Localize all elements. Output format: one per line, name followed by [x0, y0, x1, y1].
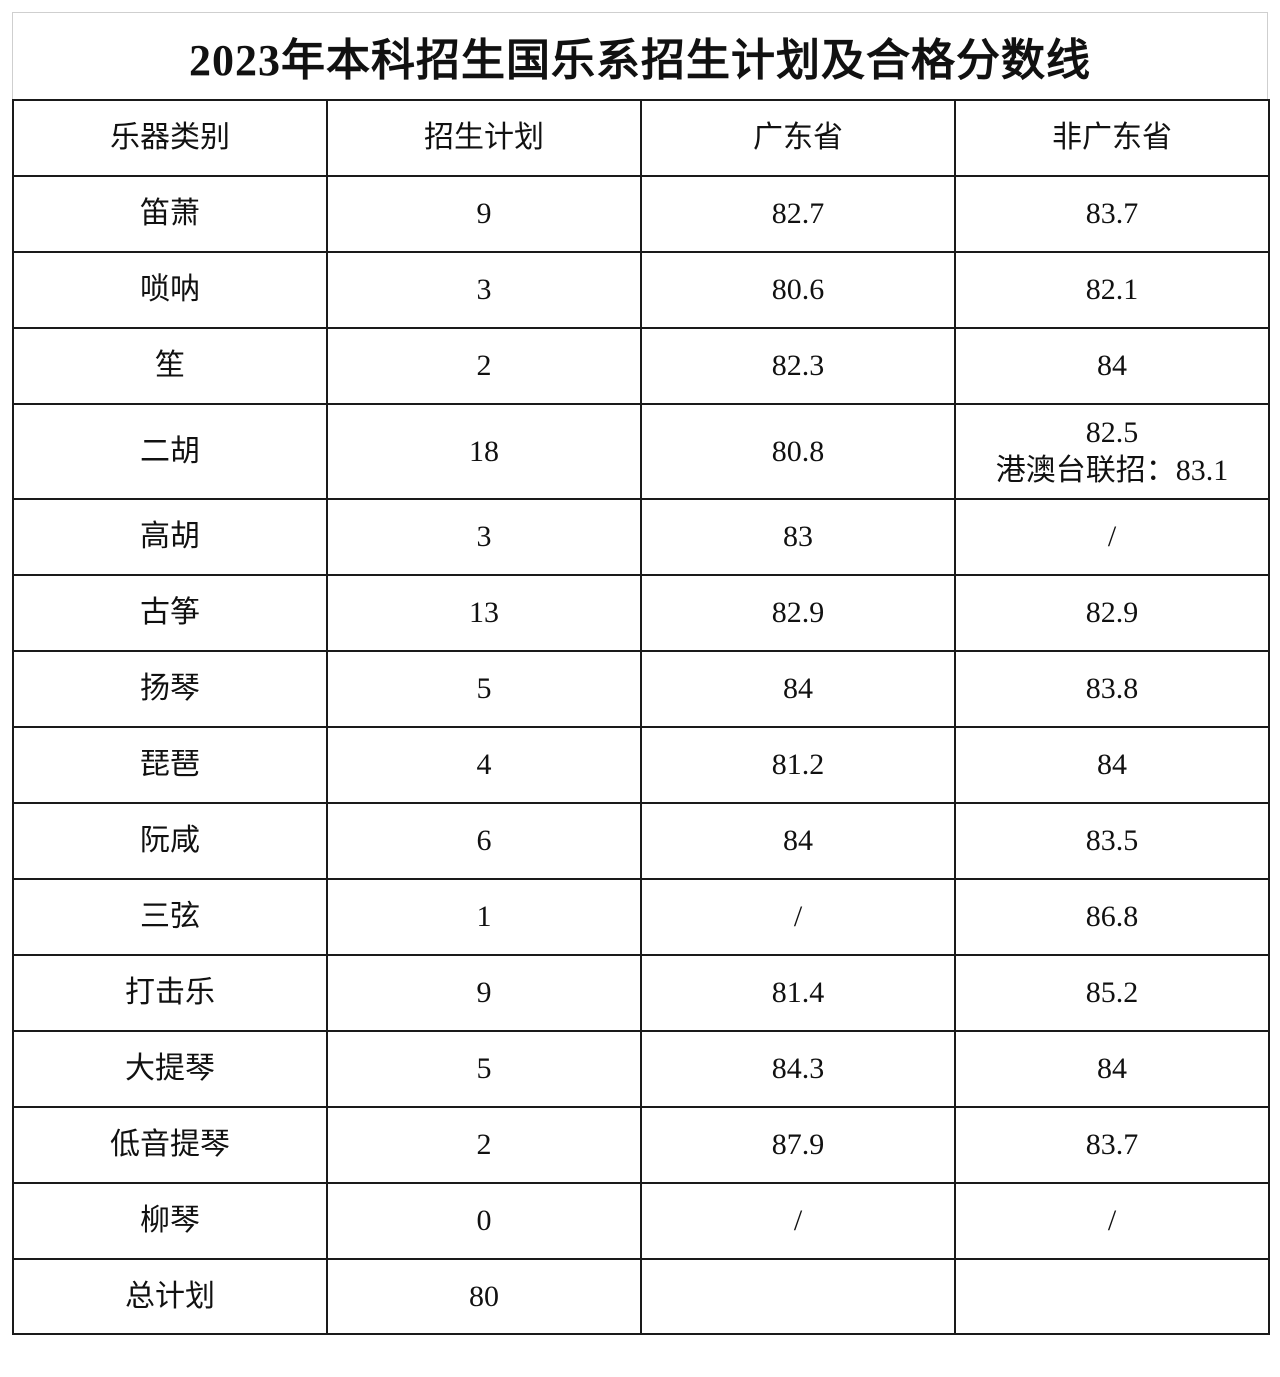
non-guangdong-score-cell: 82.9 — [954, 574, 1270, 652]
guangdong-score-cell: / — [640, 1182, 956, 1260]
table-row: 阮咸 6 84 83.5 — [12, 802, 1270, 880]
guangdong-score-cell: 82.7 — [640, 175, 956, 253]
plan-cell: 5 — [326, 1030, 642, 1108]
header-guangdong: 广东省 — [640, 99, 956, 177]
plan-cell: 4 — [326, 726, 642, 804]
non-guangdong-score-cell: 83.7 — [954, 1106, 1270, 1184]
guangdong-score-cell: 84 — [640, 802, 956, 880]
guangdong-score-cell: 87.9 — [640, 1106, 956, 1184]
non-guangdong-score-cell: / — [954, 1182, 1270, 1260]
instrument-cell: 笙 — [12, 327, 328, 405]
guangdong-score-cell: 80.8 — [640, 403, 956, 500]
guangdong-score-cell: 83 — [640, 498, 956, 576]
plan-cell: 18 — [326, 403, 642, 500]
non-guangdong-score-cell: 84 — [954, 726, 1270, 804]
table-row: 扬琴 5 84 83.8 — [12, 650, 1270, 728]
table-row: 大提琴 5 84.3 84 — [12, 1030, 1270, 1108]
non-guangdong-score: 82.5 — [1085, 416, 1139, 449]
table-row: 三弦 1/86.8 — [12, 878, 1270, 956]
header-plan: 招生计划 — [326, 99, 642, 177]
instrument-cell: 低音提琴 — [12, 1106, 328, 1184]
header-instrument: 乐器类别 — [12, 99, 328, 177]
instrument-cell: 扬琴 — [12, 650, 328, 728]
instrument-cell: 古筝 — [12, 574, 328, 652]
header-non-guangdong: 非广东省 — [954, 99, 1270, 177]
non-guangdong-score-cell: 86.8 — [954, 878, 1270, 956]
total-non-guangdong — [954, 1258, 1270, 1335]
plan-cell: 2 — [326, 1106, 642, 1184]
non-guangdong-score-cell: 83.8 — [954, 650, 1270, 728]
table-row: 打击乐 9 81.4 85.2 — [12, 954, 1270, 1032]
admission-table: 乐器类别 招生计划 广东省 非广东省 笛萧 9 82.7 83.7 唢呐 3 80.6 82.… — [12, 99, 1270, 1335]
instrument-cell: 二胡 — [12, 403, 328, 500]
plan-cell: 1 — [326, 878, 642, 956]
table-row: 柳琴 0// — [12, 1182, 1270, 1260]
plan-cell: 6 — [326, 802, 642, 880]
header-row: 乐器类别 招生计划 广东省 非广东省 — [12, 99, 1270, 177]
hk-macau-taiwan-score: 港澳台联招：83.1 — [995, 453, 1229, 487]
instrument-cell: 琵琶 — [12, 726, 328, 804]
guangdong-score-cell: / — [640, 878, 956, 956]
non-guangdong-score-cell: 84 — [954, 1030, 1270, 1108]
table-row: 高胡 3 83/ — [12, 498, 1270, 576]
non-guangdong-score-cell: 84 — [954, 327, 1270, 405]
guangdong-score-cell: 84.3 — [640, 1030, 956, 1108]
non-guangdong-score-cell: 82.1 — [954, 251, 1270, 329]
total-label: 总计划 — [12, 1258, 328, 1335]
guangdong-score-cell: 84 — [640, 650, 956, 728]
plan-cell: 3 — [326, 498, 642, 576]
non-guangdong-score-cell: / — [954, 498, 1270, 576]
plan-cell: 2 — [326, 327, 642, 405]
non-guangdong-score-cell: 83.5 — [954, 802, 1270, 880]
plan-cell: 3 — [326, 251, 642, 329]
total-plan: 80 — [326, 1258, 642, 1335]
table-row: 琵琶 4 81.2 84 — [12, 726, 1270, 804]
non-guangdong-score-cell: 83.7 — [954, 175, 1270, 253]
instrument-cell: 打击乐 — [12, 954, 328, 1032]
plan-cell: 9 — [326, 175, 642, 253]
instrument-cell: 大提琴 — [12, 1030, 328, 1108]
total-guangdong — [640, 1258, 956, 1335]
guangdong-score-cell: 81.2 — [640, 726, 956, 804]
guangdong-score-cell: 82.9 — [640, 574, 956, 652]
instrument-cell: 阮咸 — [12, 802, 328, 880]
guangdong-score-cell: 81.4 — [640, 954, 956, 1032]
guangdong-score-cell: 82.3 — [640, 327, 956, 405]
table-row: 低音提琴 2 87.9 83.7 — [12, 1106, 1270, 1184]
non-guangdong-score-cell: 82.5 港澳台联招：83.1 — [954, 403, 1270, 500]
table-row: 笛萧 9 82.7 83.7 — [12, 175, 1270, 253]
instrument-cell: 笛萧 — [12, 175, 328, 253]
instrument-cell: 唢呐 — [12, 251, 328, 329]
non-guangdong-score-cell: 85.2 — [954, 954, 1270, 1032]
table-row: 古筝 13 82.9 82.9 — [12, 574, 1270, 652]
page-title: 2023年本科招生国乐系招生计划及合格分数线 — [189, 36, 1091, 85]
instrument-cell: 高胡 — [12, 498, 328, 576]
plan-cell: 9 — [326, 954, 642, 1032]
plan-cell: 13 — [326, 574, 642, 652]
total-row: 总计划 80 — [12, 1258, 1270, 1335]
instrument-cell: 三弦 — [12, 878, 328, 956]
plan-cell: 5 — [326, 650, 642, 728]
table-row: 二胡 18 80.8 82.5 港澳台联招：83.1 — [12, 403, 1270, 500]
title-box: 2023年本科招生国乐系招生计划及合格分数线 — [12, 12, 1268, 99]
instrument-cell: 柳琴 — [12, 1182, 328, 1260]
plan-cell: 0 — [326, 1182, 642, 1260]
guangdong-score-cell: 80.6 — [640, 251, 956, 329]
table-row: 唢呐 3 80.6 82.1 — [12, 251, 1270, 329]
table-row: 笙 2 82.3 84 — [12, 327, 1270, 405]
